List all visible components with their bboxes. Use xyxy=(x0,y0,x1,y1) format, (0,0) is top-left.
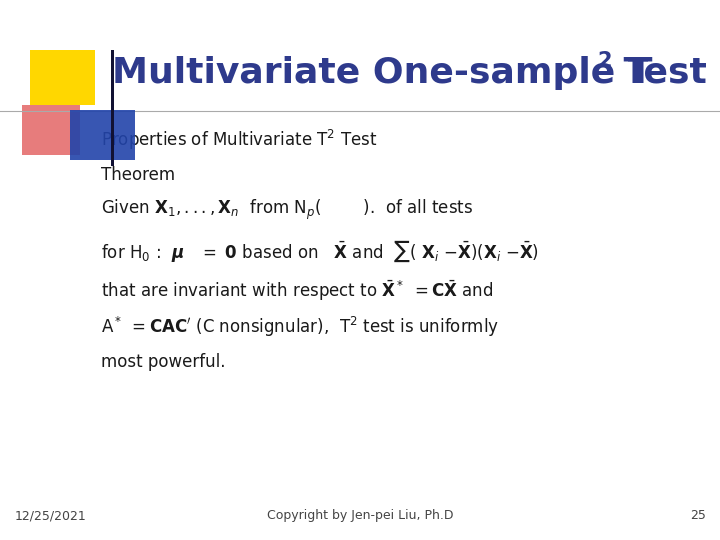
Text: that are invariant with respect to $\bar{\mathbf{X}}^*$ $= \mathbf{C}\bar{\mathb: that are invariant with respect to $\bar… xyxy=(101,278,493,303)
Bar xyxy=(30,50,95,105)
Text: for H$_0$ :  $\boldsymbol{\mu}$   $=$ $\mathbf{0}$ based on   $\bar{\mathbf{X}}$: for H$_0$ : $\boldsymbol{\mu}$ $=$ $\mat… xyxy=(101,239,539,264)
Text: most powerful.: most powerful. xyxy=(101,353,225,371)
Text: Copyright by Jen-pei Liu, Ph.D: Copyright by Jen-pei Liu, Ph.D xyxy=(266,509,454,522)
Text: Test: Test xyxy=(611,56,706,90)
Text: Given $\mathbf{X}_1,...,\mathbf{X}_n$  from N$_p$(        ).  of all tests: Given $\mathbf{X}_1,...,\mathbf{X}_n$ fr… xyxy=(101,198,473,221)
Text: Properties of Multivariate T$^{2}$ Test: Properties of Multivariate T$^{2}$ Test xyxy=(101,129,377,152)
Bar xyxy=(22,105,80,155)
Text: Theorem: Theorem xyxy=(101,166,175,185)
Text: A$^*$ $= \mathbf{CAC'}$ (C nonsignular),  T$^2$ test is uniformly: A$^*$ $= \mathbf{CAC'}$ (C nonsignular),… xyxy=(101,315,499,339)
Bar xyxy=(111,50,114,166)
Text: Multivariate One-sample T: Multivariate One-sample T xyxy=(112,56,652,90)
Text: 2: 2 xyxy=(598,51,612,71)
Bar xyxy=(70,110,135,160)
Text: 12/25/2021: 12/25/2021 xyxy=(14,509,86,522)
Text: 25: 25 xyxy=(690,509,706,522)
